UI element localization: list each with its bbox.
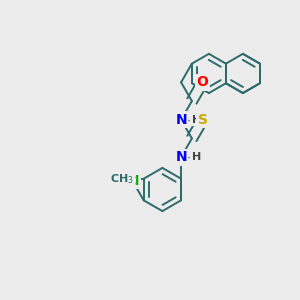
- Text: N: N: [175, 113, 187, 127]
- Text: H: H: [192, 152, 201, 162]
- Text: S: S: [198, 113, 208, 127]
- Text: H: H: [192, 115, 201, 125]
- Text: O: O: [197, 75, 208, 89]
- Text: N: N: [175, 150, 187, 164]
- Text: Cl: Cl: [126, 175, 140, 188]
- Text: CH$_3$: CH$_3$: [110, 172, 134, 186]
